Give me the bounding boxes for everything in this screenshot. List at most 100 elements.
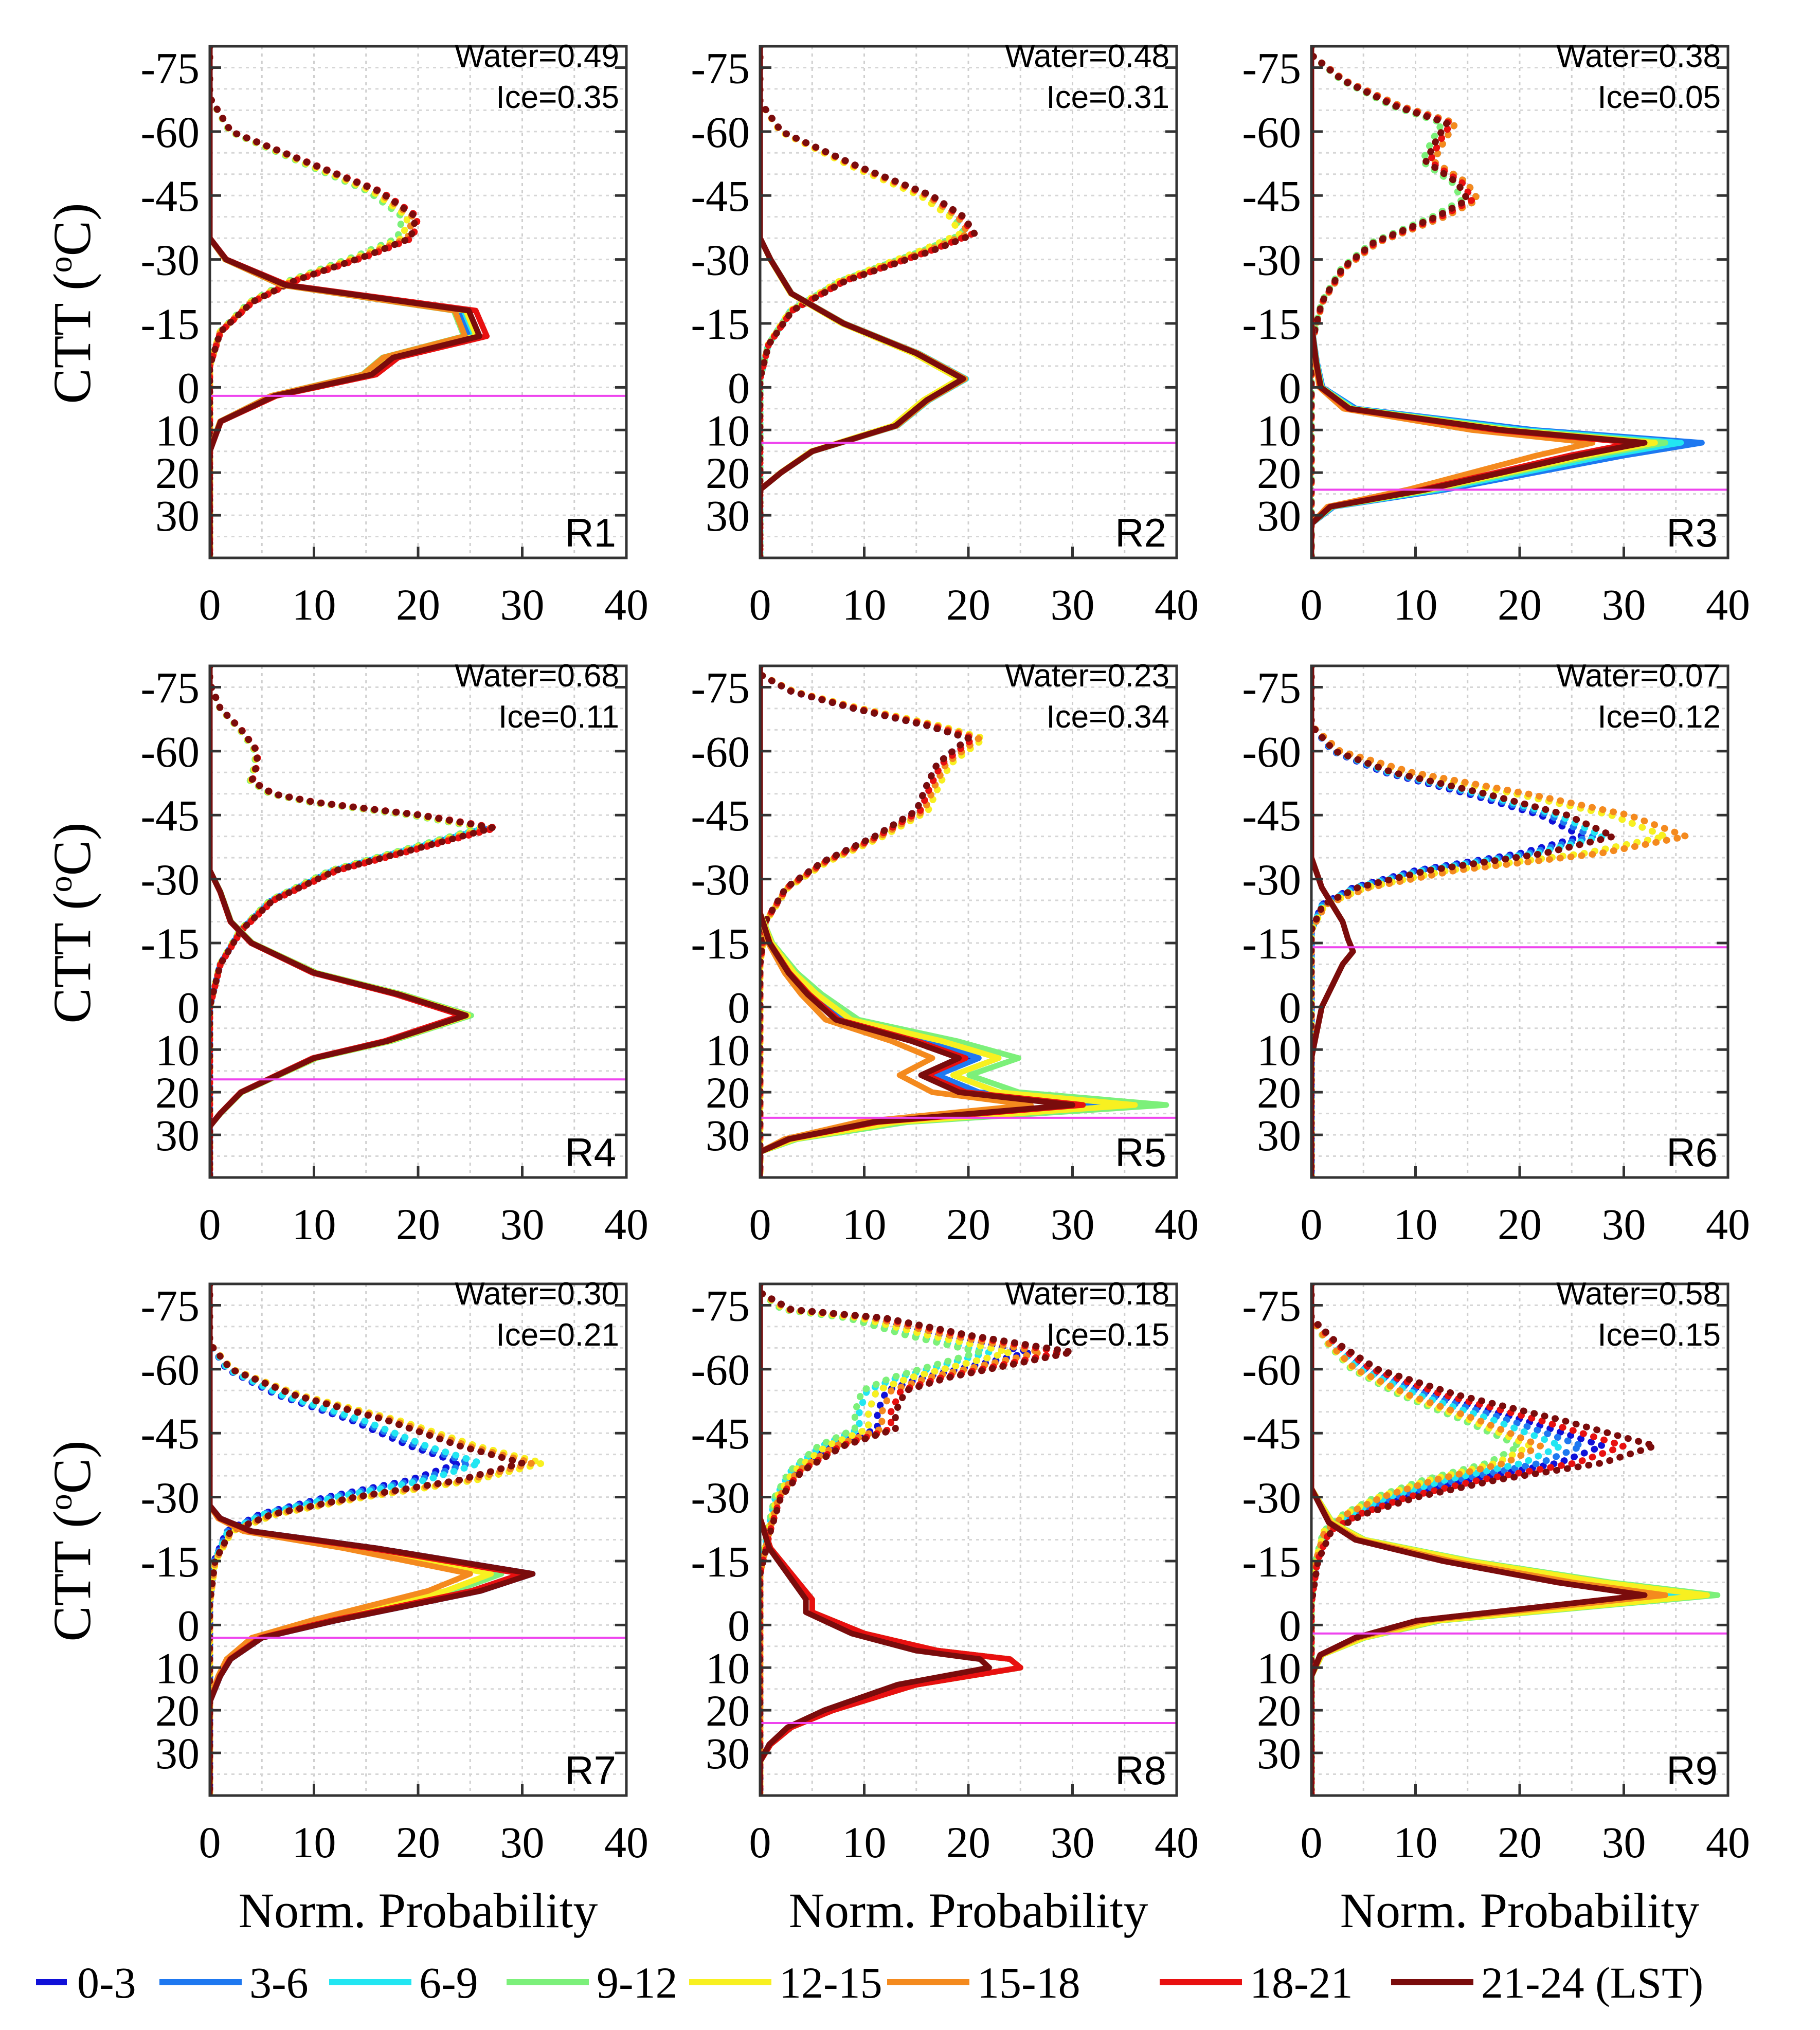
x-tick-label: 40: [1155, 580, 1199, 629]
legend-item-3-6: 3-6: [159, 1958, 309, 2007]
ice-line-21-24: [760, 666, 972, 1177]
water-fraction: Water=0.58: [1556, 1276, 1721, 1312]
y-tick-label: -75: [691, 1281, 750, 1330]
x-tick-label: 30: [1602, 1818, 1646, 1867]
y-tick-label: -75: [140, 663, 200, 712]
y-tick-label: 0: [1279, 1601, 1301, 1650]
x-tick-label: 40: [1706, 580, 1750, 629]
region-label: R4: [565, 1130, 616, 1175]
y-tick-label: -30: [140, 235, 200, 285]
y-tick-label: -75: [140, 1281, 200, 1330]
x-tick-label: 30: [1051, 580, 1095, 629]
y-tick-label: 30: [1257, 1111, 1301, 1160]
x-tick-label: 20: [396, 1818, 440, 1867]
y-axis-labels: CTT (oC) CTT (oC) CTT (oC): [42, 203, 102, 1641]
y-tick-label: -30: [691, 855, 750, 904]
ice-line-6-9: [1311, 666, 1607, 1177]
ice-fraction: Ice=0.35: [496, 80, 619, 115]
x-tick-label: 20: [946, 580, 990, 629]
x-tick-label: 40: [1706, 1818, 1750, 1867]
legend-label: 0-3: [77, 1958, 136, 2007]
x-tick-label: 20: [396, 1200, 440, 1249]
x-tick-label: 20: [1498, 1200, 1542, 1249]
y-axis-label: CTT (oC): [42, 1440, 102, 1641]
x-tick-label: 10: [292, 1818, 336, 1867]
ice-line-21-24: [1311, 46, 1471, 558]
series-lines: [210, 666, 500, 1177]
y-tick-label: -60: [1242, 107, 1301, 157]
x-axis-label: Norm. Probability: [789, 1883, 1148, 1938]
legend-label: 21-24 (LST): [1481, 1958, 1703, 2007]
x-tick-label: 10: [292, 1200, 336, 1249]
series-lines: [1311, 666, 1690, 1177]
x-tick-label: 40: [604, 1818, 648, 1867]
y-tick-label: -30: [1242, 235, 1301, 285]
y-tick-label: -45: [140, 1409, 200, 1458]
y-tick-label: 10: [155, 1643, 200, 1693]
x-tick-label: 30: [1051, 1818, 1095, 1867]
legend-item-12-15: 12-15: [689, 1958, 882, 2007]
region-label: R1: [565, 510, 616, 555]
ice-line-18-21: [1311, 1284, 1627, 1796]
series-lines: [1311, 46, 1705, 558]
y-tick-label: 20: [155, 448, 200, 498]
water-line-15-18: [760, 666, 1034, 1177]
x-tick-label: 0: [199, 1818, 221, 1867]
x-tick-label: 10: [292, 580, 336, 629]
region-label: R9: [1666, 1748, 1718, 1793]
y-tick-label: 20: [1257, 448, 1301, 498]
x-tick-label: 20: [1498, 1818, 1542, 1867]
y-tick-label: 0: [1279, 983, 1301, 1032]
x-tick-label: 20: [1498, 580, 1542, 629]
y-tick-label: -60: [140, 107, 200, 157]
y-tick-label: -75: [140, 43, 200, 93]
ice-line-15-18: [1311, 1284, 1544, 1796]
y-tick-label: 0: [177, 983, 200, 1032]
y-tick-label: -30: [140, 1473, 200, 1522]
y-tick-label: -60: [1242, 1345, 1301, 1394]
y-tick-label: -15: [140, 919, 200, 968]
water-fraction: Water=0.18: [1005, 1276, 1169, 1312]
y-tick-label: 10: [706, 1643, 750, 1693]
y-tick-label: 0: [1279, 363, 1301, 412]
grid: [760, 1284, 1177, 1796]
y-tick-label: -30: [691, 1473, 750, 1522]
y-tick-label: -45: [691, 1409, 750, 1458]
ice-fraction: Ice=0.34: [1046, 699, 1169, 735]
legend: 0-3 3-6 6-9 9-12 12-15 15-18 18-21 21-24 (LST): [36, 1958, 1703, 2007]
legend-label: 12-15: [779, 1958, 882, 2007]
y-tick-label: 20: [706, 1068, 750, 1117]
region-label: R5: [1115, 1130, 1166, 1175]
x-tick-label: 40: [1706, 1200, 1750, 1249]
y-tick-label: -60: [140, 727, 200, 776]
y-tick-label: 0: [728, 1601, 750, 1650]
y-tick-label: -60: [140, 1345, 200, 1394]
x-tick-label: 10: [1394, 580, 1438, 629]
y-tick-label: -45: [691, 791, 750, 840]
ice-line-21-24: [1311, 1284, 1659, 1796]
water-line-21-24: [210, 1284, 536, 1796]
y-tick-label: 20: [1257, 1068, 1301, 1117]
y-tick-label: 10: [1257, 406, 1301, 455]
y-tick-label: -30: [1242, 1473, 1301, 1522]
series-lines: [760, 666, 1169, 1177]
y-tick-label: 0: [728, 363, 750, 412]
y-tick-label: -45: [1242, 171, 1301, 221]
grid: [210, 46, 626, 558]
y-tick-label: -15: [691, 919, 750, 968]
x-tick-label: 30: [500, 580, 545, 629]
y-tick-label: 20: [155, 1068, 200, 1117]
y-tick-label: 10: [706, 1025, 750, 1075]
x-axis-label: Norm. Probability: [1340, 1883, 1700, 1938]
water-line-12-15: [1311, 1284, 1710, 1796]
y-tick-label: 0: [728, 983, 750, 1032]
grid: [760, 46, 1177, 558]
ice-fraction: Ice=0.12: [1597, 699, 1721, 735]
ice-line-21-24: [210, 46, 420, 558]
